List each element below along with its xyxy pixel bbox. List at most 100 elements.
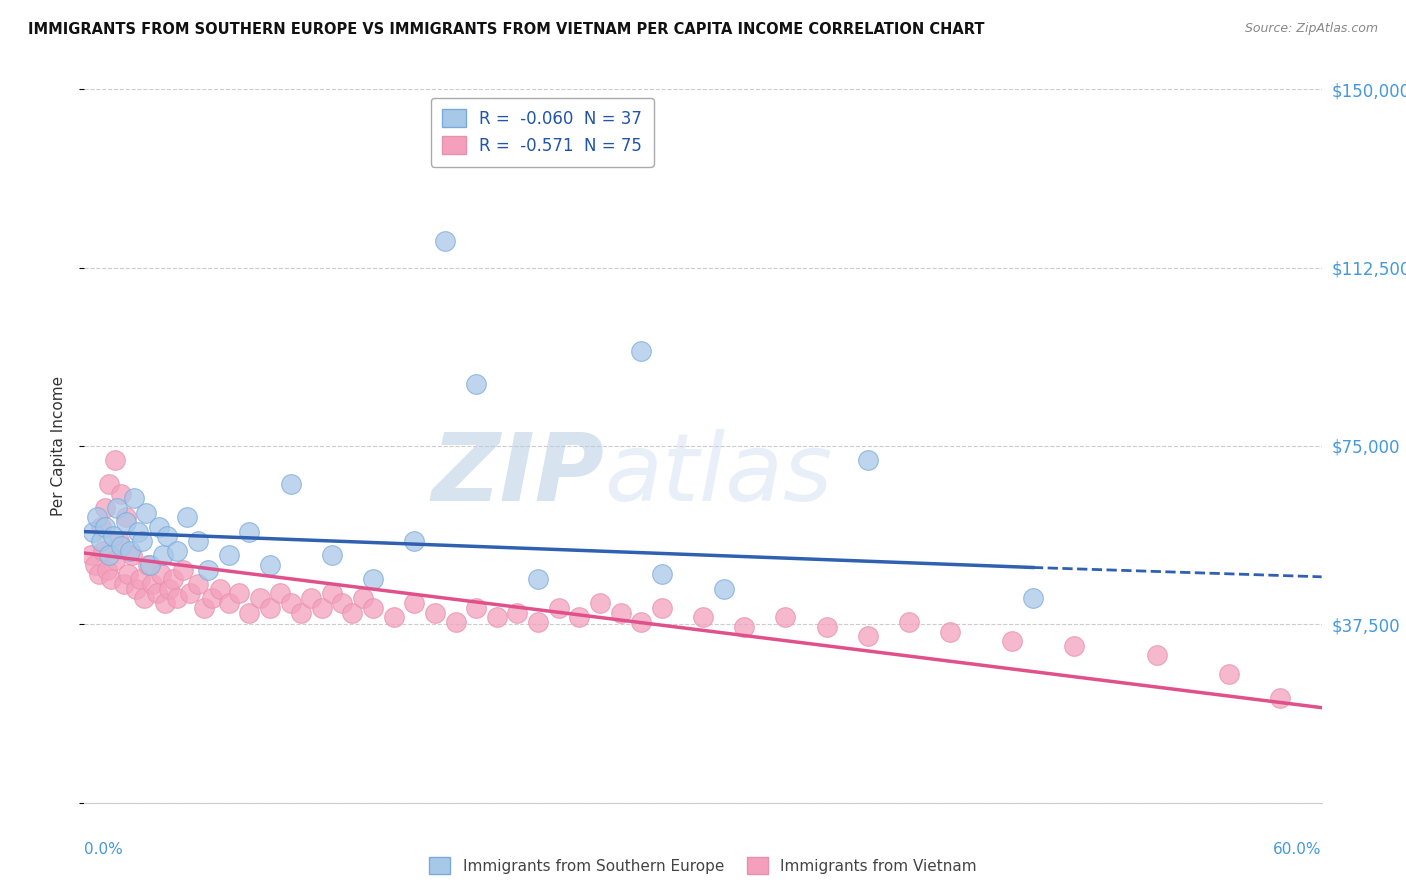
- Point: [125, 582, 148, 596]
- Text: 60.0%: 60.0%: [1274, 842, 1322, 857]
- Point: [135, 506, 157, 520]
- Point: [280, 477, 302, 491]
- Point: [79, 549, 101, 563]
- Point: [187, 534, 209, 549]
- Point: [91, 543, 114, 558]
- Point: [651, 567, 673, 582]
- Point: [201, 591, 224, 606]
- Point: [149, 567, 172, 582]
- Point: [692, 610, 714, 624]
- Point: [1270, 691, 1292, 706]
- Point: [1001, 634, 1024, 648]
- Point: [775, 610, 797, 624]
- Point: [330, 596, 353, 610]
- Text: 0.0%: 0.0%: [84, 842, 124, 857]
- Point: [527, 572, 550, 586]
- Point: [86, 510, 108, 524]
- Point: [139, 558, 162, 572]
- Point: [127, 524, 149, 539]
- Point: [299, 591, 322, 606]
- Point: [90, 534, 112, 549]
- Point: [136, 558, 159, 572]
- Point: [434, 235, 457, 249]
- Point: [90, 520, 112, 534]
- Point: [898, 615, 921, 629]
- Point: [404, 596, 426, 610]
- Point: [404, 534, 426, 549]
- Point: [218, 549, 240, 563]
- Point: [96, 563, 118, 577]
- Text: IMMIGRANTS FROM SOUTHERN EUROPE VS IMMIGRANTS FROM VIETNAM PER CAPITA INCOME COR: IMMIGRANTS FROM SOUTHERN EUROPE VS IMMIG…: [28, 22, 984, 37]
- Point: [108, 534, 131, 549]
- Point: [131, 534, 153, 549]
- Point: [382, 610, 405, 624]
- Point: [651, 600, 673, 615]
- Text: atlas: atlas: [605, 429, 832, 520]
- Point: [856, 453, 879, 467]
- Point: [1218, 667, 1240, 681]
- Point: [589, 596, 612, 610]
- Point: [156, 529, 179, 543]
- Point: [197, 563, 219, 577]
- Point: [82, 524, 104, 539]
- Point: [733, 620, 755, 634]
- Point: [361, 600, 384, 615]
- Point: [249, 591, 271, 606]
- Point: [87, 567, 110, 582]
- Point: [939, 624, 962, 639]
- Point: [568, 610, 591, 624]
- Point: [815, 620, 838, 634]
- Y-axis label: Per Capita Income: Per Capita Income: [51, 376, 66, 516]
- Point: [145, 586, 167, 600]
- Point: [153, 596, 176, 610]
- Point: [176, 510, 198, 524]
- Point: [179, 586, 201, 600]
- Point: [166, 591, 188, 606]
- Point: [100, 572, 122, 586]
- Point: [114, 515, 136, 529]
- Point: [311, 600, 333, 615]
- Point: [187, 577, 209, 591]
- Point: [238, 606, 260, 620]
- Point: [162, 572, 184, 586]
- Point: [485, 610, 508, 624]
- Point: [1063, 639, 1085, 653]
- Point: [112, 577, 135, 591]
- Point: [118, 543, 141, 558]
- Point: [290, 606, 312, 620]
- Point: [103, 529, 125, 543]
- Point: [609, 606, 631, 620]
- Point: [361, 572, 384, 586]
- Point: [352, 591, 374, 606]
- Point: [166, 543, 188, 558]
- Point: [172, 563, 194, 577]
- Point: [98, 549, 121, 563]
- Point: [157, 582, 180, 596]
- Point: [110, 486, 132, 500]
- Point: [342, 606, 364, 620]
- Point: [218, 596, 240, 610]
- Point: [134, 591, 156, 606]
- Point: [444, 615, 467, 629]
- Point: [110, 539, 132, 553]
- Point: [209, 582, 232, 596]
- Point: [280, 596, 302, 610]
- Point: [122, 491, 145, 506]
- Point: [104, 553, 127, 567]
- Point: [547, 600, 569, 615]
- Point: [148, 520, 170, 534]
- Point: [506, 606, 529, 620]
- Text: ZIP: ZIP: [432, 428, 605, 521]
- Point: [630, 615, 652, 629]
- Point: [129, 572, 152, 586]
- Text: Source: ZipAtlas.com: Source: ZipAtlas.com: [1244, 22, 1378, 36]
- Point: [94, 520, 117, 534]
- Point: [713, 582, 735, 596]
- Point: [423, 606, 446, 620]
- Point: [527, 615, 550, 629]
- Point: [83, 558, 105, 572]
- Point: [228, 586, 250, 600]
- Point: [1022, 591, 1045, 606]
- Point: [141, 577, 163, 591]
- Point: [152, 549, 174, 563]
